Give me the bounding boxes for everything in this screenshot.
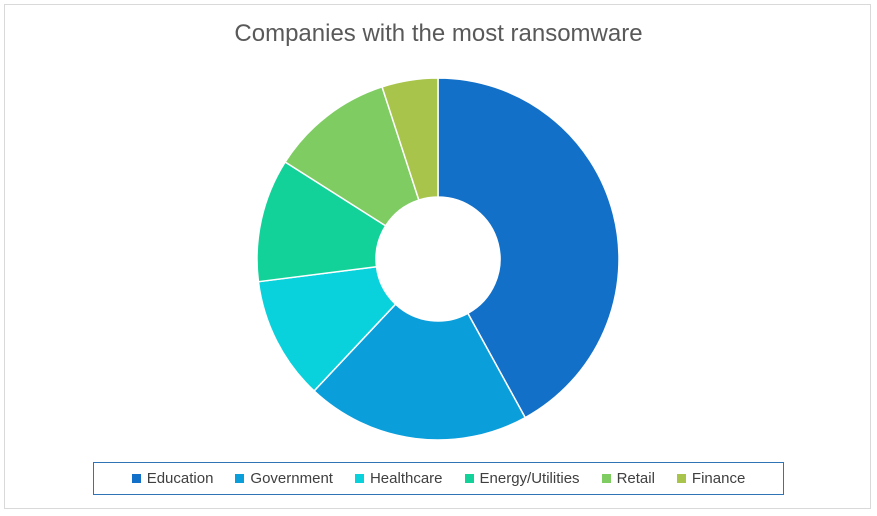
legend-label: Government bbox=[250, 470, 333, 487]
legend-swatch bbox=[131, 474, 141, 483]
slice-education bbox=[437, 77, 620, 419]
slice-government bbox=[313, 303, 527, 441]
legend-swatch bbox=[235, 474, 245, 483]
slice-energy-utilities bbox=[256, 160, 387, 283]
donut-slices bbox=[256, 77, 620, 441]
legend-label: Retail bbox=[616, 470, 655, 487]
legend-item: Government bbox=[235, 470, 333, 487]
legend-label: Education bbox=[146, 470, 214, 487]
legend-item: Healthcare bbox=[354, 470, 443, 487]
legend: Education Government Healthcare Energy/Util… bbox=[93, 462, 784, 495]
legend-label: Finance bbox=[691, 470, 746, 487]
legend-swatch bbox=[601, 474, 611, 483]
legend-swatch bbox=[464, 474, 474, 483]
legend-swatch bbox=[354, 474, 364, 483]
legend-item: Retail bbox=[601, 470, 655, 487]
legend-label: Energy/Utilities bbox=[479, 470, 580, 487]
legend-item: Energy/Utilities bbox=[464, 470, 580, 487]
slice-healthcare bbox=[257, 265, 397, 393]
legend-label: Healthcare bbox=[369, 470, 443, 487]
chart-title: Companies with the most ransomware bbox=[234, 20, 643, 47]
slice-finance bbox=[381, 77, 439, 201]
legend-swatch bbox=[676, 474, 686, 483]
legend-item: Education bbox=[131, 470, 214, 487]
legend-item: Finance bbox=[676, 470, 746, 487]
slice-retail bbox=[284, 85, 420, 227]
